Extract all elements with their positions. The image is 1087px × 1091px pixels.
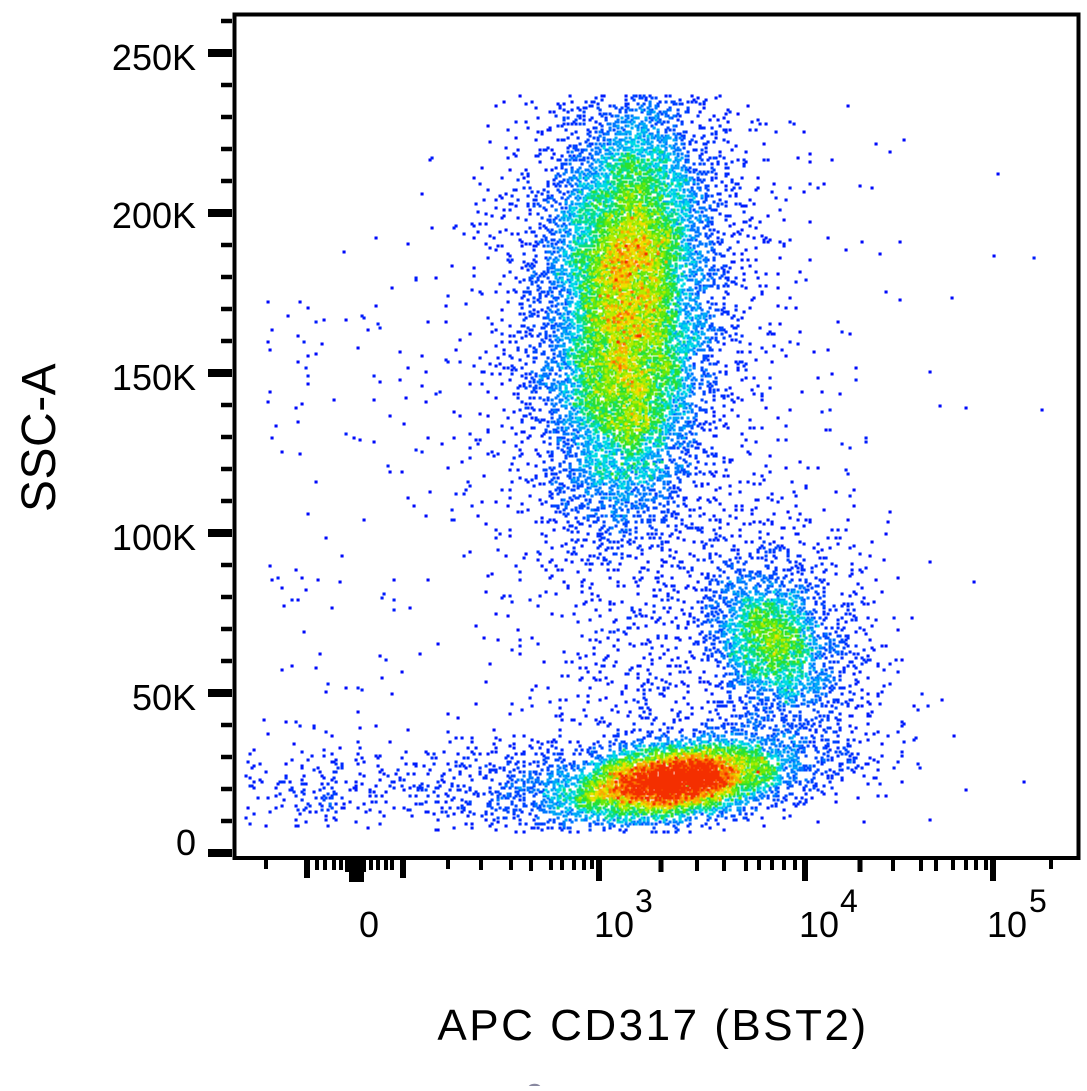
svg-text:100K: 100K bbox=[112, 517, 196, 558]
svg-text:10: 10 bbox=[987, 904, 1027, 945]
svg-text:150K: 150K bbox=[112, 357, 196, 398]
svg-text:3: 3 bbox=[526, 1077, 543, 1086]
svg-text:SSC-A: SSC-A bbox=[13, 363, 66, 512]
svg-text:0: 0 bbox=[176, 822, 196, 863]
svg-text:200K: 200K bbox=[112, 195, 196, 236]
svg-text:3: 3 bbox=[635, 883, 653, 919]
svg-text:0: 0 bbox=[359, 904, 379, 945]
svg-text:10: 10 bbox=[594, 904, 634, 945]
svg-text:APC CD317 (BST2): APC CD317 (BST2) bbox=[437, 1001, 868, 1050]
svg-text:10: 10 bbox=[799, 904, 839, 945]
svg-text:250K: 250K bbox=[112, 37, 196, 78]
svg-text:5: 5 bbox=[1029, 883, 1047, 919]
svg-text:50K: 50K bbox=[132, 677, 196, 718]
svg-text:4: 4 bbox=[840, 883, 858, 919]
